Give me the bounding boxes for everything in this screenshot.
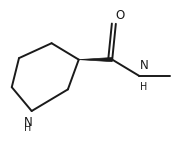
Polygon shape: [79, 58, 112, 62]
Text: N: N: [24, 116, 32, 129]
Text: O: O: [116, 9, 125, 22]
Text: H: H: [140, 82, 148, 92]
Text: H: H: [24, 123, 32, 133]
Text: N: N: [140, 59, 149, 72]
